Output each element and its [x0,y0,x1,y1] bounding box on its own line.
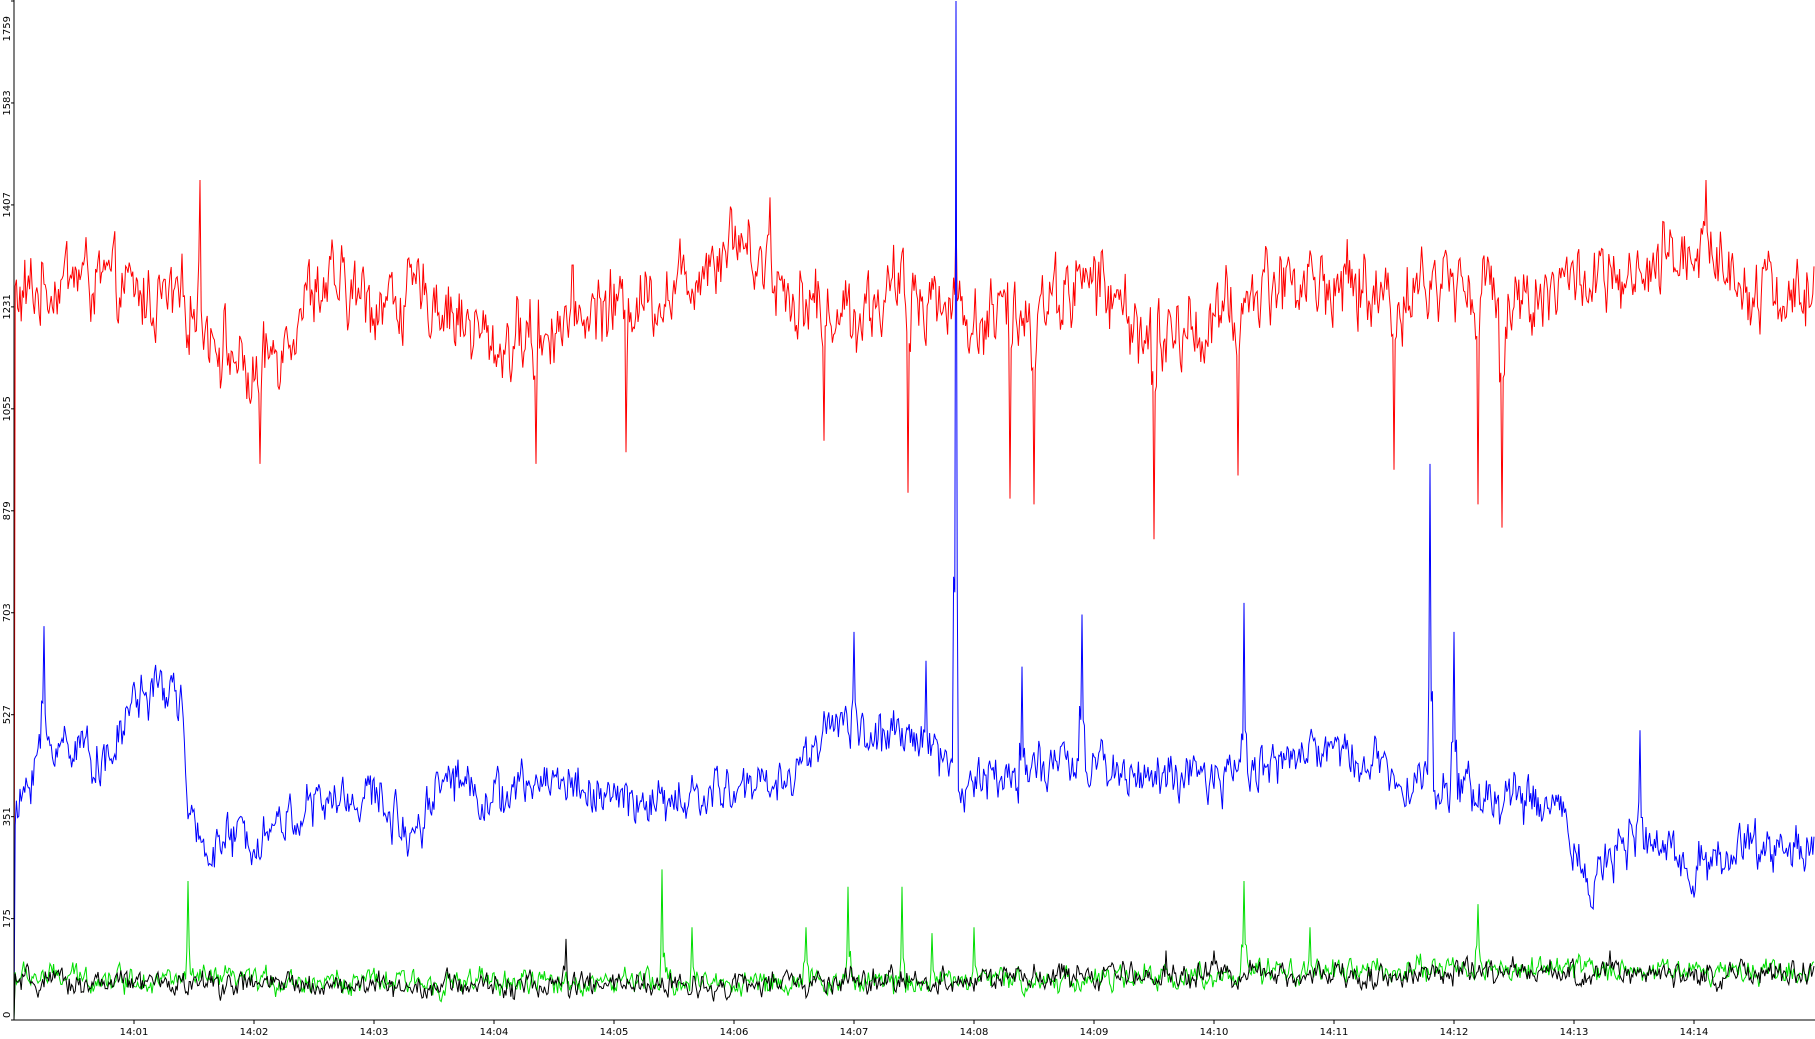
y-tick-label: 0 [2,1012,13,1018]
x-tick-label: 14:13 [1560,1027,1589,1038]
x-tick-label: 14:06 [720,1027,749,1038]
series-layer [13,0,1815,1021]
y-tick-label: 1231 [2,294,13,319]
y-tick-label: 527 [2,705,13,724]
x-tick-label: 14:07 [840,1027,869,1038]
y-tick-label: 351 [2,807,13,826]
series-line-1 [13,179,1815,1021]
x-tick-label: 14:02 [240,1027,269,1038]
series-line-4 [13,938,1815,1021]
x-tick-label: 14:01 [120,1027,149,1038]
x-tick-label: 14:14 [1680,1027,1709,1038]
y-tick-label: 1055 [2,396,13,421]
series-line-2 [13,0,1815,1021]
y-tick-label: 1407 [2,192,13,217]
x-tick-label: 14:08 [960,1027,989,1038]
series-line-3 [13,869,1815,1021]
y-tick-label: 703 [2,603,13,622]
x-tick-label: 14:05 [600,1027,629,1038]
x-tick-label: 14:04 [480,1027,509,1038]
x-tick-label: 14:09 [1080,1027,1109,1038]
y-tick-label: 879 [2,501,13,520]
x-tick-label: 14:11 [1320,1027,1349,1038]
x-tick-label: 14:03 [360,1027,389,1038]
y-tick-label: 1759 [2,16,13,41]
y-tick-label: 1583 [2,90,13,115]
x-tick-label: 14:10 [1200,1027,1229,1038]
y-tick-label: 175 [2,909,13,928]
x-tick-label: 14:12 [1440,1027,1469,1038]
